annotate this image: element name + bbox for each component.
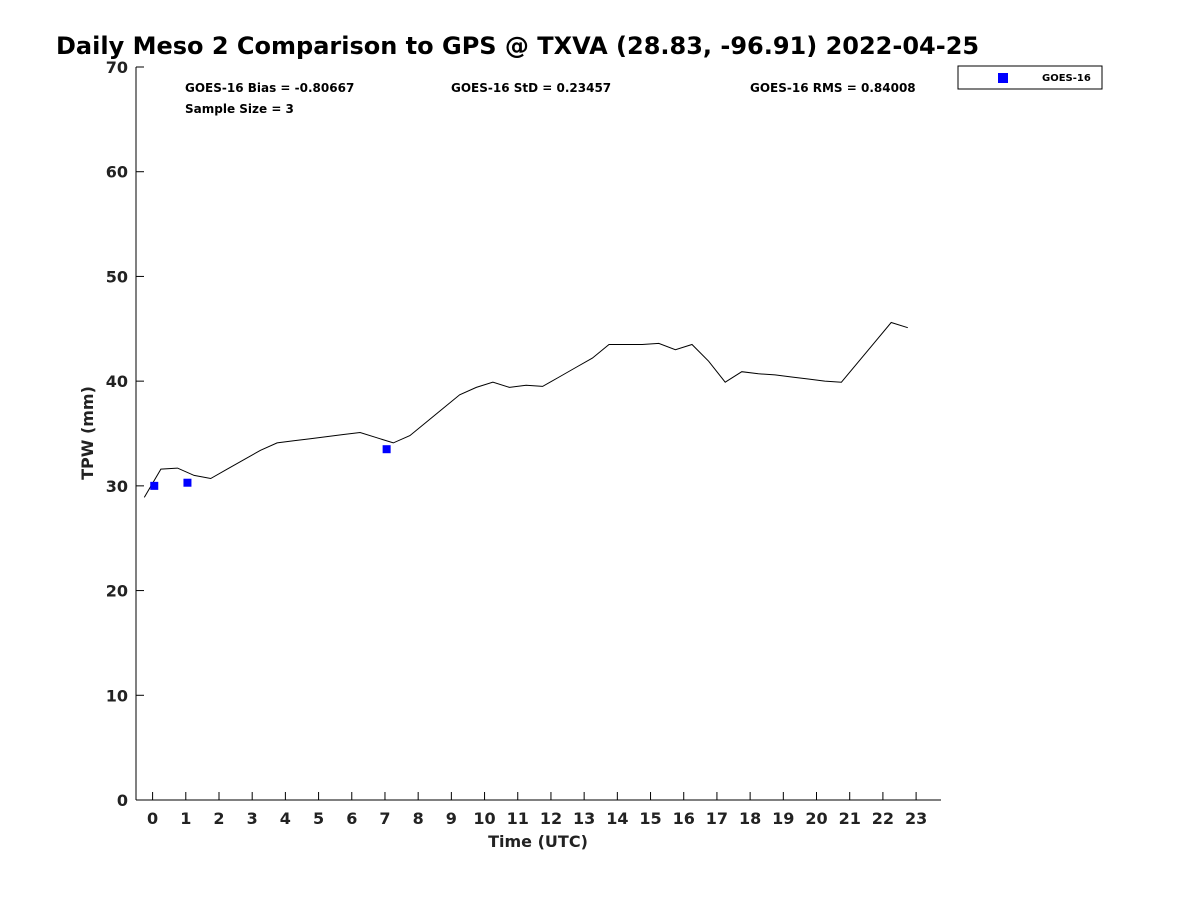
- x-tick-label: 22: [872, 809, 894, 828]
- y-tick-label: 20: [106, 582, 128, 601]
- bias-stat: GOES-16 Bias = -0.80667: [185, 81, 354, 95]
- x-tick-label: 5: [313, 809, 324, 828]
- x-tick-label: 6: [346, 809, 357, 828]
- x-ticks: 0 1 2 3 4 5 6 7 8 9 10 11 12 13 14 15 16 17 18 19 20 21 22 23: [147, 792, 927, 828]
- x-tick-label: 17: [706, 809, 728, 828]
- legend: GOES-16: [957, 65, 1103, 90]
- y-tick-label: 60: [106, 163, 128, 182]
- x-tick-label: 15: [639, 809, 661, 828]
- goes-16-point: [150, 481, 159, 490]
- gps-line: [143, 321, 908, 498]
- std-stat: GOES-16 StD = 0.23457: [451, 81, 611, 95]
- x-tick-label: 18: [739, 809, 761, 828]
- y-axis-label: TPW (mm): [78, 386, 97, 480]
- x-tick-label: 8: [413, 809, 424, 828]
- y-tick-label: 10: [106, 686, 128, 705]
- goes-16-points: [150, 445, 391, 490]
- x-tick-label: 14: [606, 809, 628, 828]
- y-tick-label: 40: [106, 372, 128, 391]
- x-tick-label: 16: [673, 809, 695, 828]
- x-tick-label: 3: [247, 809, 258, 828]
- x-tick-label: 20: [805, 809, 827, 828]
- legend-box: [957, 65, 1103, 90]
- x-tick-label: 4: [280, 809, 291, 828]
- x-tick-label: 1: [180, 809, 191, 828]
- goes-16-point: [382, 445, 391, 454]
- y-tick-label: 30: [106, 477, 128, 496]
- chart-title: Daily Meso 2 Comparison to GPS @ TXVA (2…: [56, 32, 979, 60]
- legend-marker-goes-16: [998, 73, 1008, 83]
- x-tick-label: 7: [379, 809, 390, 828]
- x-tick-label: 13: [573, 809, 595, 828]
- x-tick-label: 21: [839, 809, 861, 828]
- rms-stat: GOES-16 RMS = 0.84008: [750, 81, 916, 95]
- x-tick-label: 11: [507, 809, 529, 828]
- x-tick-label: 10: [473, 809, 495, 828]
- x-tick-label: 2: [213, 809, 224, 828]
- y-ticks: 0 10 20 30 40 50 60 70: [106, 58, 144, 810]
- axes: [135, 67, 941, 801]
- y-tick-label: 0: [117, 791, 128, 810]
- sample-size-stat: Sample Size = 3: [185, 102, 294, 116]
- x-tick-label: 19: [772, 809, 794, 828]
- x-tick-label: 9: [446, 809, 457, 828]
- x-tick-label: 12: [540, 809, 562, 828]
- y-tick-label: 50: [106, 267, 128, 286]
- x-axis-label: Time (UTC): [488, 832, 588, 851]
- x-tick-label: 0: [147, 809, 158, 828]
- plot-area: [143, 321, 908, 498]
- x-tick-label: 23: [905, 809, 927, 828]
- goes-16-point: [183, 478, 192, 487]
- y-tick-label: 70: [106, 58, 128, 77]
- legend-label-goes-16: GOES-16: [1042, 73, 1091, 84]
